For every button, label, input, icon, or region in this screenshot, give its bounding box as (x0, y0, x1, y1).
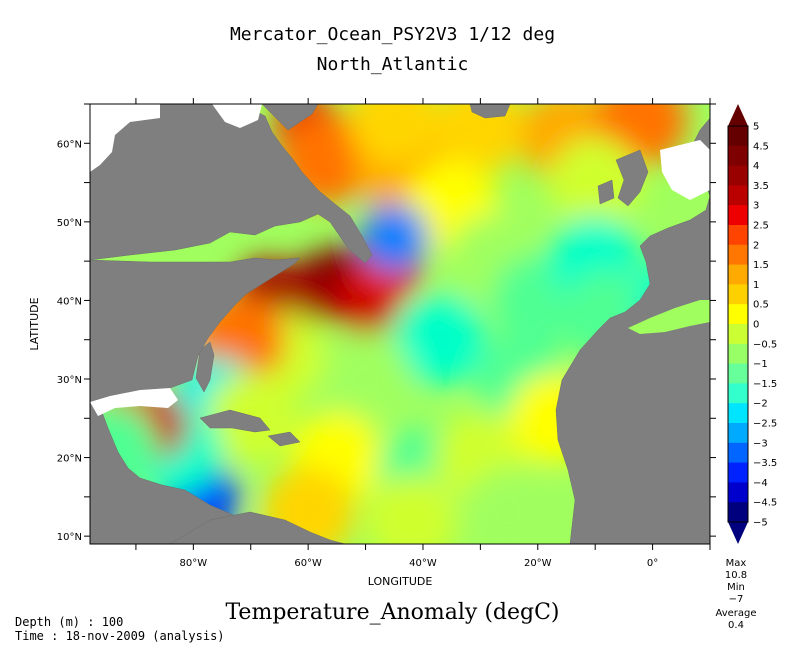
colorbar-swatch (728, 423, 748, 444)
min-value: −7 (728, 594, 744, 605)
max-label: Max (725, 558, 747, 569)
hudson-bay-ice (90, 104, 160, 172)
colorbar: 5 4.5 4 3.5 3 2.5 2 1.5 1 0.5 0 −0.5 −1 −1.5 −2 −2.5 −3 −… (727, 104, 777, 544)
y-tick-label: 50°N (57, 218, 82, 229)
colorbar-label: −1.5 (753, 379, 777, 390)
average-value: 0.4 (728, 620, 744, 631)
colorbar-swatch (728, 284, 748, 305)
colorbar-swatch (728, 304, 748, 325)
colorbar-swatch (728, 145, 748, 167)
anomaly-point-20 (319, 333, 412, 425)
colorbar-label: 3.5 (753, 181, 769, 192)
x-tick-label: 20°W (524, 558, 552, 569)
colorbar-swatch (728, 205, 748, 226)
colorbar-label: −0.5 (753, 339, 777, 350)
colorbar-label: −4.5 (753, 498, 777, 509)
x-tick-label: 40°W (409, 558, 437, 569)
colorbar-min-arrow (728, 522, 748, 544)
colorbar-label: 2.5 (753, 221, 769, 232)
colorbar-swatch (728, 264, 748, 285)
anomaly-point-42 (348, 104, 441, 166)
colorbar-label: 4.5 (753, 141, 769, 152)
colorbar-label: 5 (753, 122, 759, 133)
colorbar-swatch (728, 225, 748, 246)
variable-title: Temperature_Anomaly (degC) (225, 600, 560, 625)
colorbar-swatch (728, 482, 748, 503)
colorbar-swatch (728, 126, 748, 147)
chart-subtitle: North_Atlantic (316, 54, 469, 75)
colorbar-swatch (728, 363, 748, 384)
labrador-ice (212, 104, 262, 128)
colorbar-swatch (728, 343, 748, 365)
colorbar-label: −4 (753, 478, 768, 489)
max-value: 10.8 (724, 570, 748, 581)
coastal-ice-mask (90, 104, 710, 416)
plot-area: 80°W 60°W 40°W 20°W 0° 10°N 20°N 30°N 40°N 50°N 6… (57, 98, 716, 569)
colorbar-label: −3.5 (753, 458, 777, 469)
south-america-land (169, 511, 346, 544)
anomaly-point-10 (434, 104, 527, 174)
ireland-land (597, 179, 615, 205)
north-america-land (90, 104, 373, 264)
colorbar-label: −1 (753, 359, 768, 370)
x-tick-label: 80°W (180, 558, 208, 569)
y-ticks: 10°N 20°N 30°N 40°N 50°N 60°N (57, 103, 716, 543)
anomaly-point-29 (365, 474, 458, 544)
colorbar-swatch (728, 442, 748, 464)
y-tick-label: 40°N (57, 296, 82, 307)
colorbar-label: 4 (753, 161, 759, 172)
min-label: Min (727, 582, 745, 593)
colorbar-frame (727, 125, 749, 523)
iceland-land (469, 104, 511, 119)
x-tick-label: 60°W (294, 558, 322, 569)
british-isles-land (615, 149, 649, 207)
colorbar-label: 0.5 (753, 300, 769, 311)
anomaly-point-17 (360, 203, 429, 272)
hispaniola-land (267, 431, 301, 447)
colorbar-label: −2.5 (753, 419, 777, 430)
y-axis-label: LATITUDE (28, 297, 41, 350)
average-label: Average (715, 608, 757, 619)
colorbar-swatch (728, 244, 748, 266)
colorbar-swatch (728, 462, 748, 483)
y-tick-label: 30°N (57, 375, 82, 386)
colorbar-swatch (728, 324, 748, 345)
time-label: Time : 18-nov-2009 (analysis) (15, 629, 225, 643)
land-mask (90, 104, 710, 544)
colorbar-swatch (728, 185, 748, 206)
plot-frame (89, 103, 711, 545)
y-tick-label: 60°N (57, 139, 82, 150)
colorbar-label: 0 (753, 320, 759, 331)
colorbar-label: 2 (753, 240, 759, 251)
colorbar-label: −2 (753, 399, 768, 410)
x-axis-label: LONGITUDE (368, 575, 433, 588)
cuba-land (199, 409, 271, 433)
y-tick-label: 20°N (57, 454, 82, 465)
x-tick-label: 0° (647, 558, 658, 569)
x-ticks: 80°W 60°W 40°W 20°W 0° (135, 98, 711, 569)
colorbar-swatch (728, 383, 748, 404)
colorbar-label: 3 (753, 201, 759, 212)
depth-label: Depth (m) : 100 (15, 615, 124, 629)
baltic-ice (660, 140, 710, 200)
y-tick-label: 10°N (57, 532, 82, 543)
colorbar-swatch (728, 165, 748, 186)
greenland-land (261, 104, 319, 131)
florida-land (195, 341, 215, 393)
colorbar-label: 1.5 (753, 260, 769, 271)
colorbar-label: −3 (753, 438, 768, 449)
anomaly-point-28 (463, 466, 556, 544)
colorbar-label: 1 (753, 280, 759, 291)
colorbar-max-arrow (728, 104, 748, 126)
gulf-of-mexico-shelf (90, 388, 178, 416)
mediterranean-sea (628, 300, 710, 334)
colorbar-label: −5 (753, 518, 768, 529)
colorbar-swatch (728, 502, 748, 523)
colorbar-swatch (728, 403, 748, 424)
chart-title: Mercator_Ocean_PSY2V3 1/12 deg (229, 24, 556, 45)
anomaly-point-18 (394, 293, 487, 386)
